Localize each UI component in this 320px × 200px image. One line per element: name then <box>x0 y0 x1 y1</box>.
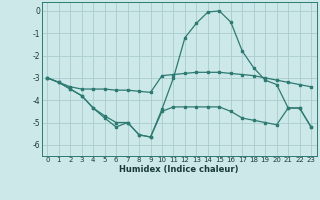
X-axis label: Humidex (Indice chaleur): Humidex (Indice chaleur) <box>119 165 239 174</box>
